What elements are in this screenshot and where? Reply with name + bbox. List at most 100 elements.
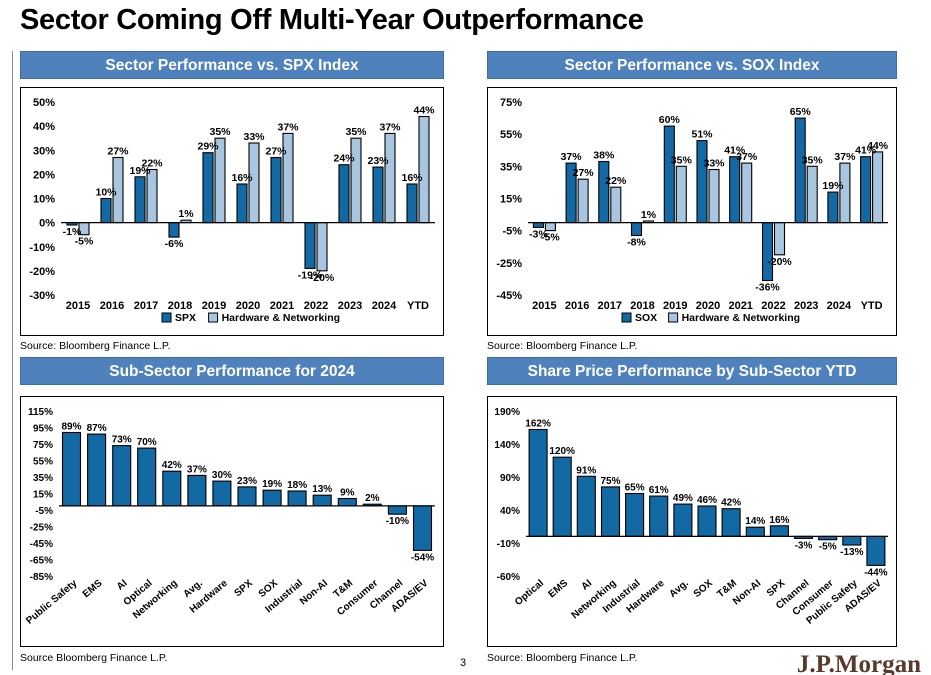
svg-text:2015: 2015: [66, 300, 90, 312]
svg-text:19%: 19%: [822, 180, 844, 192]
svg-text:90%: 90%: [500, 473, 520, 484]
svg-text:2019: 2019: [663, 300, 687, 312]
svg-text:-65%: -65%: [30, 556, 53, 567]
svg-text:30%: 30%: [212, 470, 232, 481]
svg-text:55%: 55%: [500, 129, 522, 141]
svg-text:2016: 2016: [100, 300, 124, 312]
svg-text:2018: 2018: [630, 300, 654, 312]
svg-text:91%: 91%: [576, 465, 596, 476]
svg-text:-20%: -20%: [29, 266, 55, 278]
svg-text:-8%: -8%: [627, 237, 646, 249]
svg-text:-5%: -5%: [75, 236, 94, 248]
svg-text:37%: 37%: [187, 464, 207, 475]
svg-text:37%: 37%: [379, 121, 401, 133]
svg-text:1%: 1%: [178, 208, 194, 220]
svg-text:33%: 33%: [703, 158, 725, 170]
svg-text:-6%: -6%: [165, 238, 184, 250]
svg-text:46%: 46%: [697, 495, 717, 506]
svg-text:35%: 35%: [671, 154, 693, 166]
svg-text:37%: 37%: [561, 151, 583, 163]
svg-text:24%: 24%: [333, 153, 355, 165]
svg-text:2020: 2020: [696, 300, 720, 312]
svg-text:30%: 30%: [33, 145, 55, 157]
svg-text:40%: 40%: [33, 121, 55, 133]
svg-text:-10%: -10%: [497, 539, 520, 550]
svg-text:16%: 16%: [231, 172, 253, 184]
svg-text:2023: 2023: [338, 300, 362, 312]
svg-text:15%: 15%: [33, 490, 53, 501]
svg-text:2020: 2020: [236, 300, 260, 312]
svg-text:60%: 60%: [659, 114, 681, 126]
svg-text:2021: 2021: [270, 300, 294, 312]
svg-text:-10%: -10%: [29, 242, 55, 254]
svg-text:AI: AI: [579, 578, 594, 593]
svg-text:10%: 10%: [33, 194, 55, 206]
svg-text:YTD: YTD: [861, 300, 883, 312]
svg-text:-20%: -20%: [310, 272, 335, 284]
svg-text:-45%: -45%: [30, 539, 53, 550]
svg-text:33%: 33%: [243, 131, 265, 143]
svg-text:75%: 75%: [500, 97, 522, 109]
svg-text:Non-AI: Non-AI: [298, 578, 330, 608]
svg-text:49%: 49%: [673, 493, 693, 504]
svg-text:2022: 2022: [304, 300, 328, 312]
svg-text:51%: 51%: [691, 129, 713, 141]
svg-text:75%: 75%: [33, 440, 53, 451]
svg-text:65%: 65%: [625, 483, 645, 494]
svg-text:22%: 22%: [605, 175, 627, 187]
svg-text:40%: 40%: [500, 506, 520, 517]
svg-text:35%: 35%: [500, 161, 522, 173]
svg-text:95%: 95%: [33, 424, 53, 435]
svg-text:29%: 29%: [197, 141, 219, 153]
svg-text:-85%: -85%: [30, 572, 53, 583]
svg-text:16%: 16%: [401, 172, 423, 184]
svg-text:Hardware & Networking: Hardware & Networking: [222, 312, 340, 324]
svg-text:2022: 2022: [761, 300, 785, 312]
svg-text:70%: 70%: [137, 437, 157, 448]
svg-text:42%: 42%: [162, 460, 182, 471]
svg-text:61%: 61%: [649, 485, 669, 496]
svg-text:65%: 65%: [790, 106, 812, 118]
svg-text:-30%: -30%: [29, 290, 55, 302]
svg-text:73%: 73%: [112, 435, 132, 446]
svg-text:9%: 9%: [340, 488, 355, 499]
svg-text:-5%: -5%: [502, 226, 522, 238]
svg-text:2017: 2017: [134, 300, 158, 312]
svg-text:13%: 13%: [312, 484, 332, 495]
svg-text:22%: 22%: [141, 158, 163, 170]
svg-text:19%: 19%: [262, 479, 282, 490]
svg-text:Non-AI: Non-AI: [731, 578, 763, 608]
svg-text:37%: 37%: [736, 151, 758, 163]
svg-text:38%: 38%: [593, 150, 615, 162]
svg-text:2015: 2015: [532, 300, 556, 312]
svg-text:27%: 27%: [573, 167, 595, 179]
svg-text:140%: 140%: [494, 440, 520, 451]
svg-text:42%: 42%: [721, 498, 741, 509]
svg-text:-45%: -45%: [496, 290, 522, 302]
svg-text:37%: 37%: [834, 151, 856, 163]
svg-text:15%: 15%: [500, 194, 522, 206]
svg-text:10%: 10%: [95, 187, 117, 199]
svg-text:SPX: SPX: [233, 578, 256, 600]
svg-text:Public Safety: Public Safety: [24, 578, 80, 627]
svg-text:87%: 87%: [87, 423, 107, 434]
svg-text:-44%: -44%: [864, 567, 887, 578]
svg-text:44%: 44%: [413, 105, 435, 117]
svg-text:SOX: SOX: [692, 578, 716, 600]
svg-text:Avg.: Avg.: [667, 578, 691, 600]
svg-text:16%: 16%: [769, 515, 789, 526]
svg-text:YTD: YTD: [407, 300, 429, 312]
svg-text:SOX: SOX: [635, 312, 657, 324]
svg-text:-25%: -25%: [30, 523, 53, 534]
svg-text:2021: 2021: [728, 300, 752, 312]
svg-text:-36%: -36%: [755, 282, 780, 294]
svg-text:44%: 44%: [867, 140, 889, 152]
svg-text:75%: 75%: [600, 476, 620, 487]
svg-text:14%: 14%: [745, 516, 765, 527]
svg-text:55%: 55%: [33, 457, 53, 468]
svg-text:27%: 27%: [107, 146, 129, 158]
svg-text:89%: 89%: [61, 422, 81, 433]
svg-text:18%: 18%: [287, 480, 307, 491]
svg-text:-5%: -5%: [819, 542, 837, 553]
svg-text:AI: AI: [115, 578, 130, 593]
